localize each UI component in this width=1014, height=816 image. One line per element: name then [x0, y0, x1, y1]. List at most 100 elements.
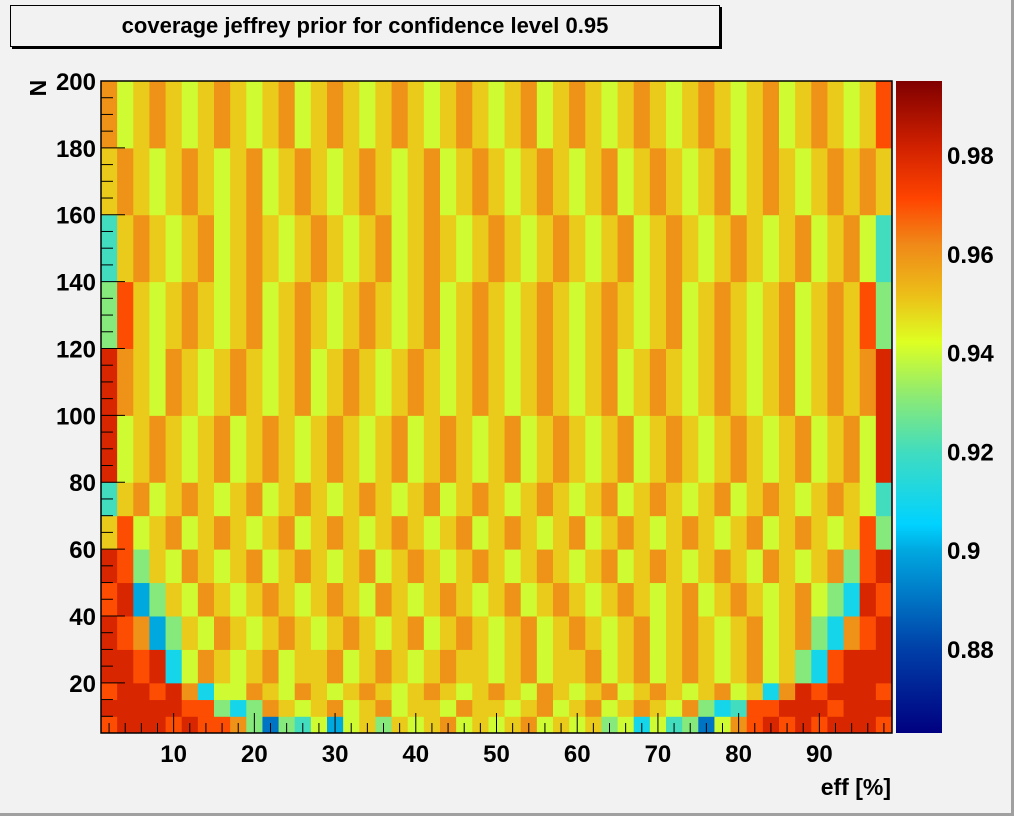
heatmap-cell — [811, 615, 828, 650]
heatmap-cell — [504, 415, 522, 483]
heatmap-cell — [294, 147, 312, 216]
heatmap-cell — [698, 615, 715, 650]
heatmap-cell — [553, 81, 570, 149]
heatmap-cell — [423, 214, 441, 283]
heatmap-cell — [859, 615, 877, 650]
heatmap-cell — [391, 348, 409, 416]
heatmap-cell — [843, 682, 861, 701]
heatmap-cell — [649, 549, 667, 584]
heatmap-cell — [536, 415, 554, 483]
heatmap-cell — [294, 281, 312, 349]
heatmap-cell — [149, 549, 167, 584]
heatmap-cell — [117, 214, 134, 283]
heatmap-cell — [117, 615, 134, 650]
heatmap-cell — [472, 649, 489, 684]
heatmap-cell — [278, 549, 296, 584]
heatmap-cell — [827, 682, 845, 701]
heatmap-cell — [456, 615, 473, 650]
heatmap-cell — [133, 682, 150, 701]
heatmap-cell — [488, 348, 506, 416]
heatmap-cell — [730, 649, 748, 684]
heatmap-cell — [875, 348, 893, 416]
heatmap-cell — [859, 81, 877, 149]
heatmap-cell — [779, 147, 796, 216]
heatmap-cell — [520, 81, 538, 149]
heatmap-cell — [617, 699, 635, 717]
heatmap-cell — [698, 348, 715, 416]
heatmap-cell — [520, 549, 538, 584]
heatmap-cell — [472, 214, 489, 283]
heatmap-cell — [843, 482, 861, 517]
heatmap-cell — [746, 549, 764, 584]
heatmap-cell — [246, 649, 263, 684]
heatmap-cell — [762, 214, 780, 283]
heatmap-cell — [375, 699, 393, 717]
heatmap-cell — [617, 615, 635, 650]
heatmap-cell — [310, 549, 328, 584]
heatmap-cell — [391, 482, 409, 517]
heatmap-cell — [278, 482, 296, 517]
heatmap-cell — [359, 549, 376, 584]
heatmap-cell — [197, 682, 215, 701]
heatmap-cell — [310, 649, 328, 684]
heatmap-cell — [714, 81, 732, 149]
heatmap-cell — [666, 147, 683, 216]
heatmap-cell — [714, 515, 732, 550]
heatmap-cell — [762, 549, 780, 584]
heatmap-cell — [875, 682, 893, 701]
heatmap-cell — [698, 415, 715, 483]
heatmap-cell — [181, 649, 199, 684]
heatmap-cell — [262, 649, 280, 684]
heatmap-cell — [762, 682, 780, 701]
heatmap-cell — [327, 214, 344, 283]
heatmap-cell — [520, 515, 538, 550]
heatmap-cell — [730, 699, 748, 717]
heatmap-cell — [617, 214, 635, 283]
heatmap-cell — [698, 81, 715, 149]
heatmap-cell — [698, 649, 715, 684]
heatmap-cell — [440, 549, 457, 584]
heatmap-cell — [504, 582, 522, 617]
heatmap-cell — [811, 699, 828, 717]
heatmap-cell — [423, 348, 441, 416]
heatmap-cell — [795, 549, 812, 584]
heatmap-cell — [633, 699, 651, 717]
heatmap-cell — [730, 515, 748, 550]
heatmap-cell — [827, 482, 845, 517]
heatmap-cell — [779, 582, 796, 617]
heatmap-cell — [762, 147, 780, 216]
y-tick-label: 40 — [69, 604, 96, 631]
heatmap-cell — [375, 214, 393, 283]
heatmap-cell — [278, 147, 296, 216]
heatmap-cell — [230, 682, 247, 701]
heatmap-cell — [310, 415, 328, 483]
heatmap-cell — [488, 482, 506, 517]
heatmap-cell — [859, 214, 877, 283]
heatmap-cell — [472, 482, 489, 517]
heatmap-cell — [165, 515, 183, 550]
heatmap-cell — [310, 147, 328, 216]
heatmap-cell — [391, 515, 409, 550]
heatmap-cell — [569, 348, 586, 416]
heatmap-cell — [779, 649, 796, 684]
canvas-border-right — [1011, 0, 1014, 816]
heatmap-cell — [294, 549, 312, 584]
heatmap-cell — [827, 415, 845, 483]
heatmap-cell — [779, 348, 796, 416]
heatmap-cell — [165, 415, 183, 483]
y-tick-label: 180 — [56, 136, 96, 163]
heatmap-cell — [827, 147, 845, 216]
heatmap-cell — [585, 214, 602, 283]
heatmap-cell — [181, 699, 199, 717]
heatmap-cell — [262, 682, 280, 701]
heatmap-cell — [698, 482, 715, 517]
heatmap-cell — [859, 649, 877, 684]
heatmap-cell — [310, 682, 328, 701]
heatmap-cell — [617, 147, 635, 216]
heatmap-cell — [762, 515, 780, 550]
heatmap-cell — [407, 482, 425, 517]
heatmap-cell — [262, 415, 280, 483]
heatmap-cell — [133, 348, 150, 416]
heatmap-cell — [666, 515, 683, 550]
heatmap-cell — [407, 81, 425, 149]
